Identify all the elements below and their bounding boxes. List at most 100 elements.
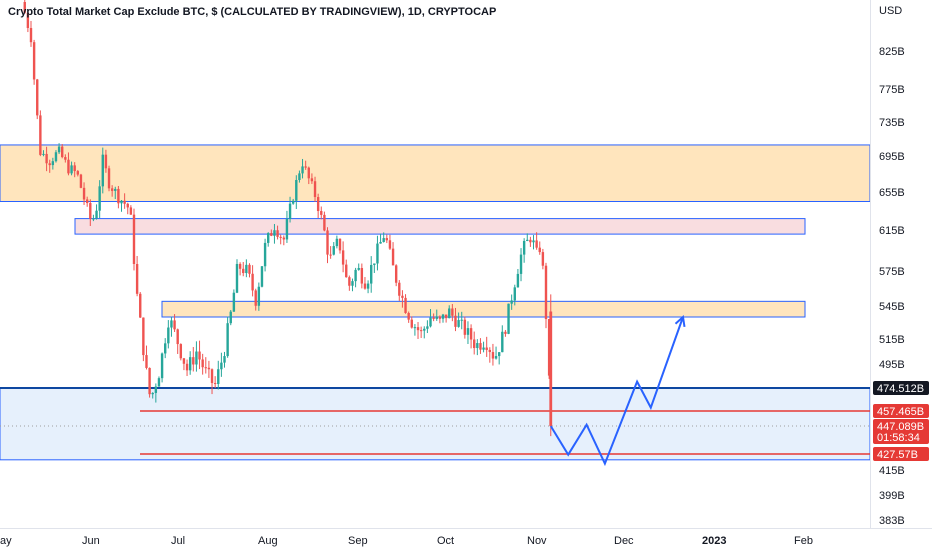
candle-body <box>42 153 45 155</box>
candle-body <box>466 328 470 335</box>
candle-body <box>426 326 429 329</box>
candle-body <box>242 268 245 274</box>
candle-body <box>61 146 64 158</box>
candle-body <box>48 163 51 166</box>
price-label-badge <box>873 447 929 461</box>
candle-body <box>519 254 523 274</box>
candle-body <box>394 265 398 283</box>
candle-body <box>507 303 510 334</box>
candle-body <box>198 351 201 360</box>
candle-body <box>373 263 376 265</box>
candle-body <box>135 264 139 294</box>
candle-body <box>316 197 320 212</box>
candle-body <box>338 238 342 251</box>
candle-body <box>104 154 108 169</box>
candle-body <box>57 146 61 153</box>
candle-body <box>497 352 501 357</box>
candle-body <box>370 264 373 284</box>
candle-body <box>360 268 364 284</box>
candle-body <box>348 277 351 286</box>
candle-body <box>260 266 264 287</box>
candle-body <box>547 319 551 376</box>
candle-body <box>535 240 538 248</box>
candle-body <box>313 181 317 198</box>
candle-body <box>170 320 173 328</box>
y-tick-label: 735B <box>879 117 905 129</box>
candle-body <box>39 115 42 155</box>
candle-body <box>257 286 261 306</box>
candle-body <box>285 218 289 240</box>
price-scale-svg: USD 825B 775B 735B 695B 655B 615B 575B 545B 515B 4… <box>873 5 929 527</box>
zones-layer <box>0 144 870 461</box>
candle-body <box>345 264 348 278</box>
horizontal-lines-layer <box>0 387 870 455</box>
candle-body <box>416 327 420 331</box>
candle-body <box>304 166 307 168</box>
candle-body <box>235 263 239 293</box>
candle-body <box>223 356 226 363</box>
candle-body <box>357 268 360 270</box>
candle-body <box>423 328 426 331</box>
price-label-text: 01:58:34 <box>877 432 920 444</box>
candle-body <box>207 367 211 370</box>
y-tick-label: 825B <box>879 46 905 58</box>
time-ticks-layer: ay Jun Jul Aug Sep Oct Nov Dec 2023 Feb <box>0 535 813 547</box>
chart-title: Crypto Total Market Cap Exclude BTC, $ (… <box>8 6 497 18</box>
time-scale[interactable]: ay Jun Jul Aug Sep Oct Nov Dec 2023 Feb <box>0 528 932 551</box>
candle-body <box>73 165 76 172</box>
y-tick-label: 695B <box>879 151 905 163</box>
candle-body <box>217 369 220 384</box>
candle-body <box>522 240 526 255</box>
price-scale[interactable]: USD 825B 775B 735B 695B 655B 615B 575B 545B 515B 4… <box>870 0 932 528</box>
candle-body <box>354 269 357 282</box>
candle-body <box>485 347 488 350</box>
candle-body <box>79 174 83 188</box>
candle-body <box>245 264 248 274</box>
y-tick-label: 383B <box>879 515 905 527</box>
candle-body <box>139 293 142 318</box>
zone-blue-3 <box>0 387 870 461</box>
candle-body <box>279 236 282 238</box>
candle-body <box>335 238 339 247</box>
candle-body <box>529 239 532 243</box>
x-tick-label: Jul <box>171 535 185 547</box>
candle-body <box>226 323 229 357</box>
candle-body <box>329 254 332 256</box>
candle-body <box>451 308 454 316</box>
y-tick-label: 615B <box>879 225 905 237</box>
candle-body <box>310 178 314 182</box>
candle-body <box>204 367 207 369</box>
candle-body <box>438 316 442 319</box>
candle-body <box>323 214 326 231</box>
candle-body <box>501 331 504 353</box>
candle-body <box>251 273 254 291</box>
x-tick-label: Oct <box>437 535 454 547</box>
candle-body <box>142 317 145 356</box>
time-scale-svg: ay Jun Jul Aug Sep Oct Nov Dec 2023 Feb <box>0 535 813 547</box>
price-ticks-layer: USD 825B 775B 735B 695B 655B 615B 575B 545B 515B 4… <box>879 5 905 527</box>
price-label-badge <box>873 381 929 395</box>
candle-body <box>379 241 382 244</box>
price-label-text: 457.465B <box>877 406 924 418</box>
candle-body <box>195 351 198 365</box>
x-tick-label: Aug <box>258 535 278 547</box>
candle-body <box>67 159 70 174</box>
zone-orange-2 <box>161 300 806 318</box>
candle-body <box>341 250 345 265</box>
candle-body <box>482 347 485 350</box>
candle-body <box>454 315 457 327</box>
candle-body <box>441 314 445 319</box>
candle-body <box>494 356 498 359</box>
candle-body <box>192 357 195 365</box>
y-tick-label: 575B <box>879 266 905 278</box>
candle-body <box>82 187 86 200</box>
candle-body <box>469 328 473 340</box>
candle-body <box>132 214 136 265</box>
plot-svg[interactable] <box>0 0 870 528</box>
candle-body <box>457 320 460 327</box>
candle-body <box>120 200 123 204</box>
candle-body <box>460 319 463 321</box>
candle-body <box>220 362 223 370</box>
y-tick-label: 495B <box>879 359 905 371</box>
